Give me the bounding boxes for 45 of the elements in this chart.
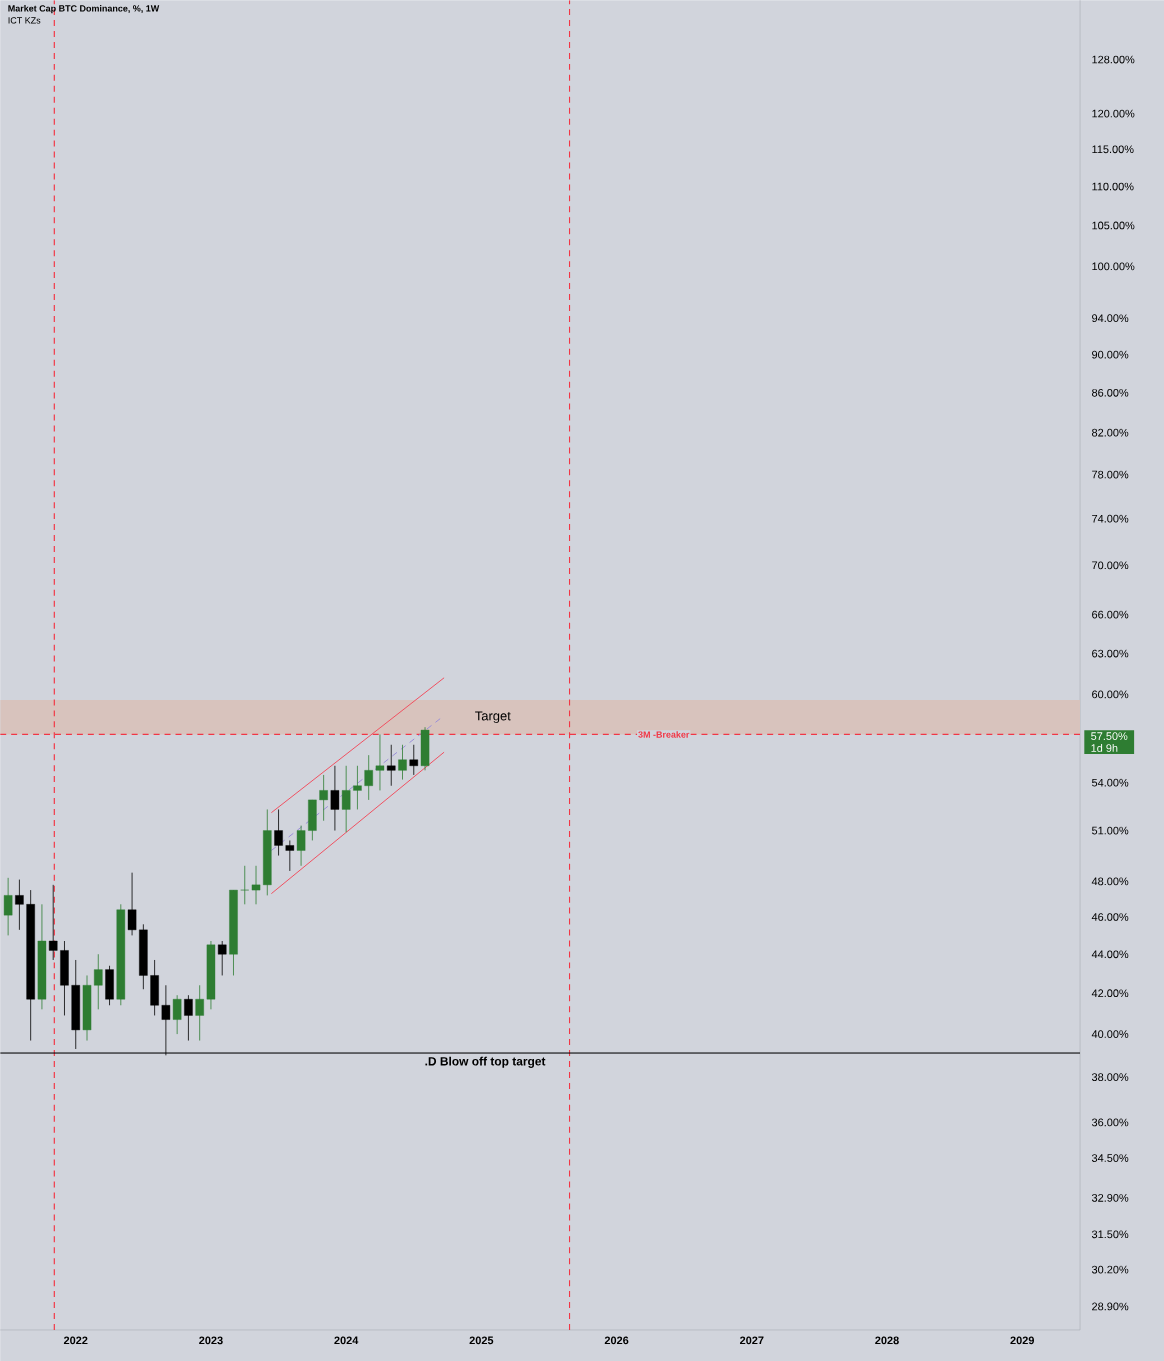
y-tick-label: 48.00% xyxy=(1091,877,1129,886)
y-tick-label: 86.00% xyxy=(1092,388,1129,397)
y-tick-label: 110.00% xyxy=(1092,182,1134,191)
y-tick-label: 82.00% xyxy=(1092,428,1129,437)
y-tick-label: 46.00% xyxy=(1091,913,1129,921)
text: 1d 9h xyxy=(1091,743,1118,752)
x-tick-label: 2025 xyxy=(469,1336,494,1345)
y-tick-label: 30.20% xyxy=(1091,1265,1129,1274)
x-tick-label: 2029 xyxy=(1010,1336,1035,1345)
y-tick-label: 36.00% xyxy=(1091,1118,1129,1127)
x-tick-label: 2027 xyxy=(739,1336,764,1345)
y-tick-label: 31.50% xyxy=(1091,1230,1129,1239)
y-tick-label: 70.00% xyxy=(1092,561,1129,570)
x-tick-label: 2022 xyxy=(63,1336,88,1345)
ref-line-label: 3M -Breaker xyxy=(638,731,690,738)
y-tick-label: 105.00% xyxy=(1092,221,1135,230)
y-tick-label: 74.00% xyxy=(1092,514,1129,523)
x-tick-label: 2028 xyxy=(875,1336,899,1345)
y-tick-label: 51.00% xyxy=(1091,826,1129,835)
y-tick-label: 128.00% xyxy=(1092,55,1135,64)
ref-line-label: .D Blow off top target xyxy=(425,1056,546,1068)
y-tick-label: 44.00% xyxy=(1091,950,1129,959)
y-tick-label: 42.00% xyxy=(1091,989,1129,998)
y-tick-label: 120.00% xyxy=(1092,109,1135,118)
y-tick-label: 66.00% xyxy=(1092,610,1129,619)
y-tick-label: 34.50% xyxy=(1091,1154,1129,1162)
y-tick-label: 94.00% xyxy=(1092,314,1129,323)
y-tick-label: 100.00% xyxy=(1092,262,1135,271)
band-label: Target xyxy=(475,711,511,723)
y-tick-label: 54.00% xyxy=(1091,778,1129,787)
y-tick-label: 38.00% xyxy=(1091,1073,1129,1082)
x-tick-label: 2023 xyxy=(199,1336,223,1345)
text: Market Cap BTC Dominance, %, 1W xyxy=(8,5,160,14)
x-tick-label: 2024 xyxy=(334,1336,359,1345)
text: 57.50% xyxy=(1091,732,1128,740)
y-tick-label: 90.00% xyxy=(1092,350,1129,359)
y-tick-label: 115.00% xyxy=(1092,145,1134,154)
y-tick-label: 40.00% xyxy=(1091,1030,1129,1038)
text: ICT KZs xyxy=(8,17,41,24)
y-tick-label: 78.00% xyxy=(1092,470,1129,479)
x-tick-label: 2026 xyxy=(604,1336,629,1345)
y-tick-label: 32.90% xyxy=(1091,1194,1129,1202)
y-tick-label: 28.90% xyxy=(1092,1302,1129,1311)
y-tick-label: 63.00% xyxy=(1092,649,1129,658)
y-tick-label: 60.00% xyxy=(1092,690,1129,699)
